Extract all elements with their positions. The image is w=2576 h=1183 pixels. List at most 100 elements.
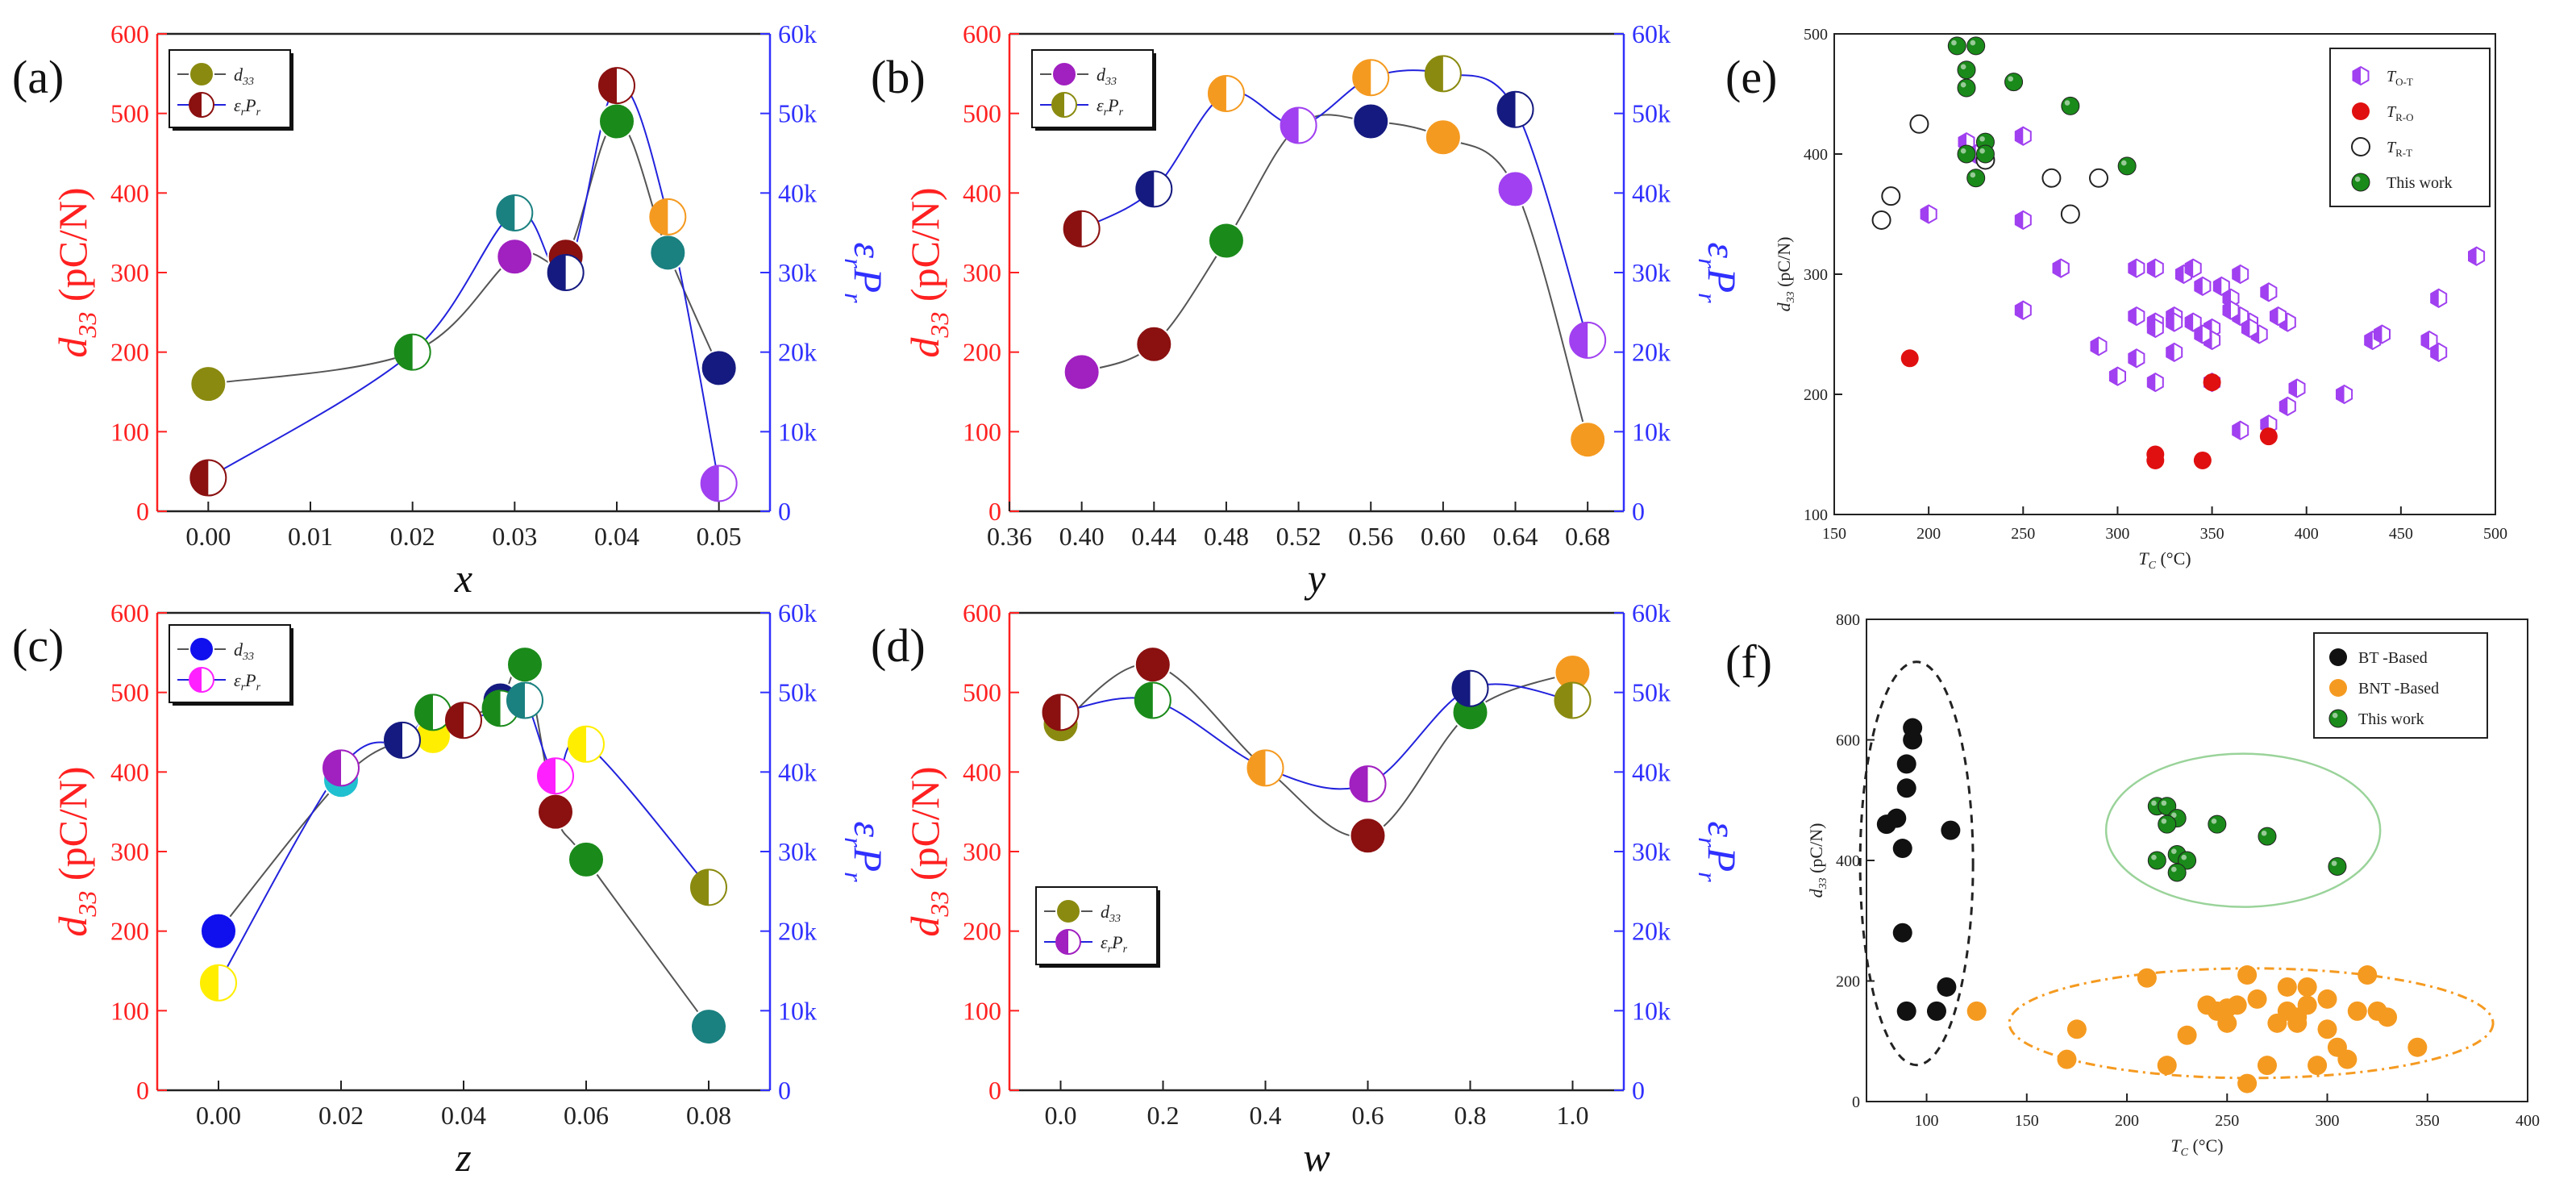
tot-point-fill — [2195, 325, 2203, 344]
tot-point-fill — [2185, 259, 2194, 277]
errpr-point — [1207, 75, 1245, 112]
tro-point — [2203, 373, 2221, 392]
y-right-tick-label: 50k — [778, 99, 817, 128]
trt-point — [2041, 168, 2062, 188]
bnt-point — [2257, 1056, 2277, 1076]
bnt-point — [2347, 1001, 2367, 1021]
tot-point-fill — [2289, 379, 2297, 398]
y-left-tick-label: 100 — [110, 996, 149, 1025]
tro-point — [2193, 451, 2212, 469]
d33-point — [649, 234, 687, 272]
y-left-tick-label: 0 — [988, 1076, 1001, 1105]
legend-label-2: TR-T — [2387, 139, 2412, 159]
y-left-tick-label: 200 — [963, 917, 1001, 946]
this-work-point-shine — [2171, 848, 2177, 854]
errpr-point-half — [701, 465, 719, 502]
tot-point-fill — [2421, 331, 2429, 349]
errpr-point-half — [1247, 750, 1266, 786]
x-tick-label: 150 — [2015, 1112, 2039, 1130]
y-tick-label: 400 — [1836, 852, 1860, 870]
tot-point-fill — [2147, 373, 2156, 392]
y-right-tick-label: 0 — [1632, 1076, 1645, 1105]
tot-point-fill — [2129, 307, 2137, 326]
errpr-point-half — [547, 255, 566, 290]
this-work-point-shine — [2211, 819, 2217, 824]
bt-point — [1903, 718, 1923, 738]
errpr-point-half — [691, 869, 709, 906]
y-left-tick-label: 0 — [988, 497, 1001, 526]
bnt-point — [2358, 965, 2378, 985]
x-tick-label: 0.52 — [1276, 522, 1321, 551]
panel-a: 0 100 200 300 400 500 600 0 10k 20k 30k 40k 50k 60k 0.… — [12, 19, 891, 601]
this-work-ellipse — [2104, 752, 2382, 908]
d33-point — [1349, 817, 1387, 855]
this-work-point-shine — [2064, 100, 2070, 106]
x-tick-label: 0.01 — [288, 522, 333, 551]
y-left-tick-label: 400 — [110, 757, 149, 786]
y-right-tick-label: 40k — [778, 178, 817, 207]
errpr-point — [1349, 765, 1387, 803]
this-work-point-shine — [2171, 866, 2177, 873]
y-right-tick-label: 60k — [778, 598, 817, 627]
bt-group-ellipse — [1858, 660, 1975, 1067]
series-line-errpr — [218, 695, 710, 984]
bnt-point — [2277, 977, 2297, 997]
x-tick-label: 0.04 — [441, 1101, 486, 1130]
this-work-point — [2258, 827, 2277, 846]
x-tick-label: 0.05 — [697, 522, 742, 551]
errpr-point-half — [1353, 60, 1371, 96]
panel-label: (b) — [871, 51, 926, 103]
y-left-tick-label: 200 — [110, 917, 149, 946]
y-right-tick-label: 30k — [778, 258, 817, 287]
y-right-tick-label: 20k — [1632, 917, 1671, 946]
x-tick-label: 400 — [2516, 1112, 2540, 1130]
errpr-point-half — [1570, 322, 1588, 358]
this-work-point-shine — [2151, 854, 2157, 860]
errpr-point-half — [190, 460, 209, 496]
errpr-point-half — [497, 195, 515, 231]
tot-point-fill — [2261, 283, 2269, 302]
d33-point — [506, 646, 543, 684]
tot-point-fill — [2195, 277, 2203, 295]
errpr-point-half — [1452, 670, 1471, 706]
tot-point-fill — [2015, 210, 2024, 229]
legend-marker-0 — [2329, 648, 2347, 666]
this-work-point-shine — [1960, 148, 1966, 154]
this-work-point — [1957, 60, 1976, 80]
errpr-point — [189, 459, 227, 497]
y-left-tick-label: 400 — [963, 757, 1001, 786]
legend-label-2: This work — [2358, 710, 2424, 728]
y-left-tick-label: 500 — [110, 678, 149, 707]
errpr-point — [496, 194, 534, 231]
errpr-point-half — [1497, 91, 1516, 127]
tot-point-fill — [2053, 259, 2062, 277]
tot-point-fill — [2213, 277, 2222, 295]
bt-point — [1896, 778, 1916, 798]
errpr-point-half — [1042, 694, 1061, 731]
series-line-errpr — [1081, 69, 1589, 341]
panel-d: 0 100 200 300 400 500 600 0 10k 20k 30k 40k 50k 60k 0.… — [871, 598, 1745, 1180]
y-tick-label: 400 — [1804, 146, 1828, 164]
y-tick-label: 600 — [1836, 732, 1860, 750]
tot-point-fill — [2091, 337, 2099, 356]
y-left-tick-label: 100 — [963, 996, 1001, 1025]
legend-box — [169, 49, 291, 128]
tot-point-fill — [2166, 343, 2174, 361]
d33-point — [1424, 119, 1462, 156]
y-left-axis-label: d33 (pC/N) — [50, 766, 102, 936]
x-tick-label: 0.02 — [390, 522, 435, 551]
d33-point — [1135, 325, 1173, 363]
tot-point-fill — [2233, 421, 2241, 439]
y-left-tick-label: 600 — [110, 598, 149, 627]
x-axis-label: TC (°C) — [2170, 1135, 2223, 1159]
y-left-tick-label: 600 — [963, 598, 1001, 627]
panel-label: (e) — [1725, 51, 1777, 103]
x-tick-label: 450 — [2389, 525, 2413, 543]
legend-label-d33: d33 — [1097, 65, 1117, 88]
trt-point — [1909, 114, 1929, 134]
panel-c: 0 100 200 300 400 500 600 0 10k 20k 30k 40k 50k 60k 0.… — [12, 598, 891, 1180]
y-left-tick-label: 200 — [963, 338, 1001, 367]
y-left-tick-label: 300 — [110, 258, 149, 287]
legend-label-errpr: εrPr — [1097, 95, 1124, 119]
legend-label-errpr: εrPr — [1101, 932, 1128, 956]
